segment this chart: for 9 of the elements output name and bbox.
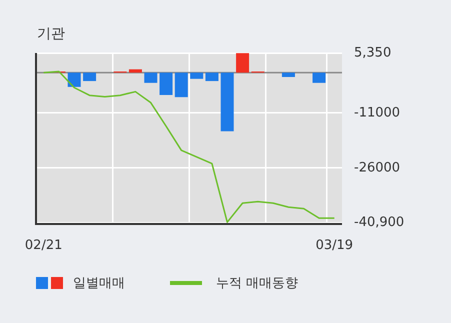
y-tick-label: -11000 [354,105,400,120]
x-tick-label: 03/19 [316,238,354,254]
y-tick-label: 5,350 [354,45,392,60]
y-tick-label: -40,900 [354,214,404,230]
x-tick-label: 02/21 [24,238,62,254]
y-tick-label: -26000 [354,160,400,176]
chart-title: 기관 [37,25,65,43]
legend-label: 일별매매 [73,275,125,292]
legend-label: 누적 매매동향 [216,275,298,292]
